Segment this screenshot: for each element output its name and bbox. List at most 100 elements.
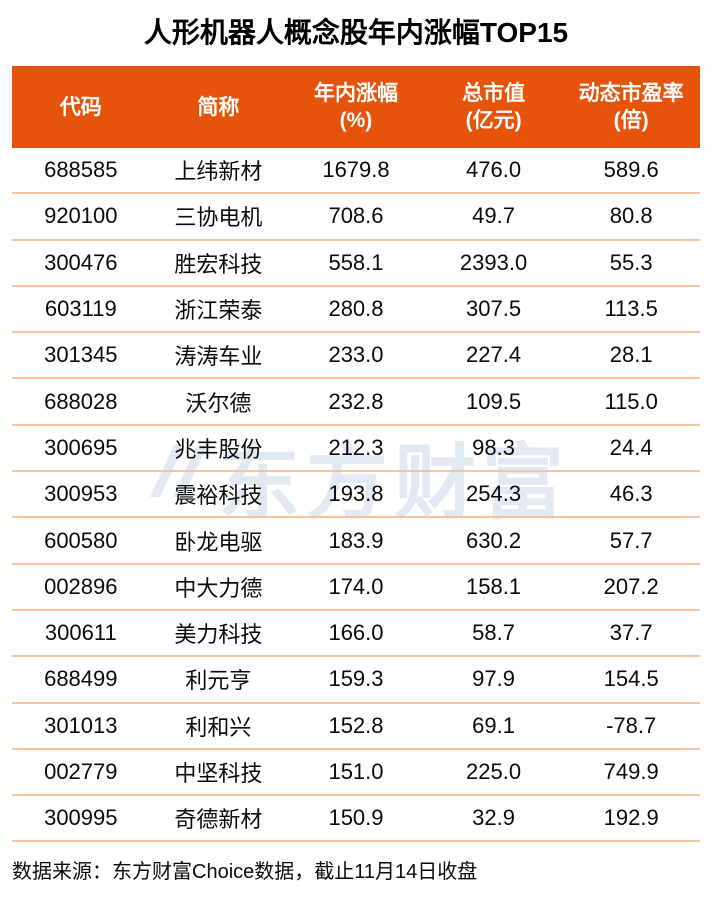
cell-code: 300953 bbox=[44, 481, 118, 507]
cell-name: 中坚科技 bbox=[174, 761, 263, 786]
cell-ytd-gain: 183.9 bbox=[328, 527, 384, 553]
cell-pe-ratio: 24.4 bbox=[609, 434, 653, 460]
cell-market-cap: 58.7 bbox=[472, 620, 515, 646]
table-row: 688585 上纬新材 1679.8 476.0 589.6 bbox=[12, 148, 700, 195]
table-row: 300953 震裕科技 193.8 254.3 46.3 bbox=[12, 472, 700, 519]
cell-code: 301345 bbox=[44, 342, 118, 368]
cell-name: 卧龙电驱 bbox=[174, 529, 263, 555]
cell-name: 震裕科技 bbox=[174, 483, 263, 509]
cell-ytd-gain: 280.8 bbox=[328, 296, 384, 322]
cell-pe-ratio: 57.7 bbox=[609, 527, 653, 553]
column-header: 简称 bbox=[197, 95, 240, 119]
table-body: 688585 上纬新材 1679.8 476.0 589.6 920100 三协电机 708.… bbox=[12, 148, 700, 843]
table-row: 300611 美力科技 166.0 58.7 37.7 bbox=[12, 611, 700, 658]
cell-name: 美力科技 bbox=[174, 622, 263, 648]
table-row: 300695 兆丰股份 212.3 98.3 24.4 bbox=[12, 426, 700, 473]
page-title: 人形机器人概念股年内涨幅TOP15 bbox=[143, 17, 569, 48]
table-row: 688028 沃尔德 232.8 109.5 115.0 bbox=[12, 379, 700, 426]
cell-code: 603119 bbox=[44, 296, 117, 322]
cell-ytd-gain: 232.8 bbox=[328, 388, 384, 414]
cell-pe-ratio: 192.9 bbox=[603, 805, 659, 831]
cell-name: 浙江荣泰 bbox=[174, 298, 263, 324]
cell-code: 300476 bbox=[44, 249, 118, 275]
cell-code: 301013 bbox=[44, 712, 118, 738]
table-row: 688499 利元亨 159.3 97.9 154.5 bbox=[12, 657, 700, 704]
cell-code: 920100 bbox=[44, 203, 118, 229]
cell-ytd-gain: 708.6 bbox=[328, 203, 384, 229]
cell-name: 上纬新材 bbox=[174, 159, 263, 185]
cell-code: 300695 bbox=[44, 434, 118, 460]
table-row: 301013 利和兴 152.8 69.1 -78.7 bbox=[12, 704, 700, 750]
cell-pe-ratio: 113.5 bbox=[604, 296, 658, 322]
cell-code: 300611 bbox=[44, 620, 117, 646]
column-header: 年内涨幅 (%) bbox=[313, 82, 398, 132]
table-row: 300995 奇德新材 150.9 32.9 192.9 bbox=[12, 796, 700, 843]
cell-market-cap: 109.5 bbox=[466, 388, 522, 414]
cell-ytd-gain: 193.8 bbox=[328, 481, 384, 507]
cell-name: 胜宏科技 bbox=[174, 251, 263, 277]
cell-code: 688028 bbox=[44, 388, 118, 414]
cell-ytd-gain: 558.1 bbox=[328, 249, 384, 275]
cell-name: 利和兴 bbox=[185, 714, 252, 740]
table-row: 300476 胜宏科技 558.1 2393.0 55.3 bbox=[12, 241, 700, 287]
stocks-table: 代码 简称 年内涨幅 (%) 总市值 (亿元) 动态市盈率 (倍) 688585 上纬新材 167… bbox=[12, 66, 700, 843]
cell-ytd-gain: 150.9 bbox=[328, 805, 384, 831]
cell-pe-ratio: -78.7 bbox=[606, 712, 657, 738]
cell-pe-ratio: 37.7 bbox=[609, 620, 653, 646]
cell-name: 涛涛车业 bbox=[174, 344, 263, 370]
cell-market-cap: 97.9 bbox=[472, 666, 515, 692]
cell-pe-ratio: 207.2 bbox=[603, 573, 659, 599]
cell-market-cap: 307.5 bbox=[466, 296, 522, 322]
cell-market-cap: 476.0 bbox=[466, 157, 522, 183]
cell-code: 002896 bbox=[44, 573, 118, 599]
cell-name: 中大力德 bbox=[174, 575, 263, 601]
cell-code: 688499 bbox=[44, 666, 118, 692]
cell-market-cap: 158.1 bbox=[466, 573, 522, 599]
cell-name: 兆丰股份 bbox=[174, 436, 263, 462]
cell-pe-ratio: 80.8 bbox=[609, 203, 653, 229]
cell-pe-ratio: 589.6 bbox=[603, 157, 659, 183]
table-header-row: 代码 简称 年内涨幅 (%) 总市值 (亿元) 动态市盈率 (倍) bbox=[12, 66, 700, 148]
cell-code: 688585 bbox=[44, 157, 118, 183]
cell-pe-ratio: 46.3 bbox=[609, 481, 653, 507]
column-header: 代码 bbox=[59, 95, 102, 119]
cell-market-cap: 254.3 bbox=[466, 481, 522, 507]
cell-market-cap: 227.4 bbox=[466, 342, 522, 368]
cell-market-cap: 49.7 bbox=[472, 203, 515, 229]
cell-market-cap: 32.9 bbox=[472, 805, 515, 831]
cell-ytd-gain: 151.0 bbox=[328, 759, 384, 784]
cell-ytd-gain: 174.0 bbox=[328, 573, 384, 599]
column-header: 动态市盈率 (倍) bbox=[578, 82, 684, 132]
cell-ytd-gain: 233.0 bbox=[328, 342, 384, 368]
cell-market-cap: 630.2 bbox=[466, 527, 522, 553]
cell-market-cap: 98.3 bbox=[472, 434, 515, 460]
cell-name: 沃尔德 bbox=[185, 390, 252, 416]
cell-pe-ratio: 28.1 bbox=[609, 342, 653, 368]
table-row: 301345 涛涛车业 233.0 227.4 28.1 bbox=[12, 333, 700, 380]
cell-name: 奇德新材 bbox=[174, 807, 263, 833]
column-header: 总市值 (亿元) bbox=[462, 82, 526, 132]
cell-ytd-gain: 166.0 bbox=[328, 620, 384, 646]
cell-market-cap: 225.0 bbox=[466, 759, 522, 784]
table-row: 002896 中大力德 174.0 158.1 207.2 bbox=[12, 565, 700, 611]
cell-ytd-gain: 152.8 bbox=[328, 712, 384, 738]
watermark-text: 东方财富 bbox=[218, 438, 571, 529]
cell-market-cap: 2393.0 bbox=[459, 249, 528, 275]
cell-pe-ratio: 749.9 bbox=[603, 759, 659, 784]
table-row: 920100 三协电机 708.6 49.7 80.8 bbox=[12, 194, 700, 241]
table-row: 002779 中坚科技 151.0 225.0 749.9 bbox=[12, 750, 700, 797]
cell-ytd-gain: 212.3 bbox=[328, 434, 384, 460]
cell-ytd-gain: 159.3 bbox=[328, 666, 384, 692]
cell-code: 002779 bbox=[44, 759, 118, 784]
cell-market-cap: 69.1 bbox=[472, 712, 515, 738]
cell-pe-ratio: 55.3 bbox=[609, 249, 653, 275]
data-source-note: 数据来源：东方财富Choice数据，截止11月14日收盘 bbox=[12, 861, 478, 884]
table-row: 603119 浙江荣泰 280.8 307.5 113.5 bbox=[12, 287, 700, 334]
table-row: 600580 卧龙电驱 183.9 630.2 57.7 bbox=[12, 518, 700, 565]
cell-name: 利元亨 bbox=[185, 668, 252, 694]
cell-code: 300995 bbox=[44, 805, 118, 831]
cell-ytd-gain: 1679.8 bbox=[322, 157, 390, 183]
cell-pe-ratio: 115.0 bbox=[604, 388, 658, 414]
cell-name: 三协电机 bbox=[174, 205, 263, 231]
cell-code: 600580 bbox=[44, 527, 118, 553]
